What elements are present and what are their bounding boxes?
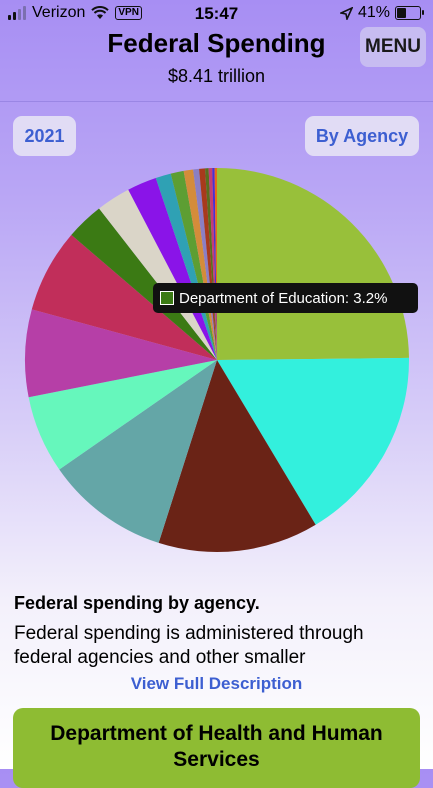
agency-card[interactable]: Department of Health and Human Services xyxy=(13,708,420,788)
total-spending: $8.41 trillion xyxy=(167,66,266,86)
agency-card-title: Department of Health and Human Services xyxy=(50,722,383,771)
tooltip-swatch xyxy=(160,291,174,305)
view-full-description-link[interactable]: View Full Description xyxy=(130,674,303,693)
location-icon xyxy=(339,6,353,20)
pie-slice-2[interactable] xyxy=(217,357,409,525)
clock: 15:47 xyxy=(194,4,239,23)
status-bar: Verizon VPN 15:47 41% xyxy=(0,0,433,26)
pie-slice-4[interactable] xyxy=(59,360,217,543)
pie-slice-10[interactable] xyxy=(128,178,217,360)
pie-slice-6[interactable] xyxy=(24,309,218,398)
year-selector-button[interactable]: 2021 xyxy=(13,116,76,156)
menu-button[interactable]: MENU xyxy=(360,27,426,67)
pie-slice-7[interactable] xyxy=(31,234,218,360)
vpn-badge: VPN xyxy=(115,6,142,20)
description-text: Federal spending is administered through… xyxy=(14,623,364,668)
page-title: Federal Spending xyxy=(107,28,326,58)
status-right: 41% xyxy=(339,4,424,22)
pie-slice-11[interactable] xyxy=(155,173,217,360)
pie-slice-3[interactable] xyxy=(158,360,316,552)
carrier-group: Verizon VPN xyxy=(8,4,142,22)
tooltip-label: Department of Education: 3.2% xyxy=(179,289,388,307)
header-divider xyxy=(0,101,433,102)
pie-slice-1[interactable] xyxy=(217,168,409,360)
pie-slice-9[interactable] xyxy=(99,189,217,360)
battery-percent: 41% xyxy=(357,4,390,21)
pie-slice-5[interactable] xyxy=(28,360,218,470)
chart-tooltip: Department of Education: 3.2% xyxy=(153,283,418,313)
battery-icon xyxy=(395,6,424,20)
pie-slice-8[interactable] xyxy=(71,208,217,360)
wifi-icon xyxy=(91,6,110,19)
spending-pie-chart[interactable] xyxy=(0,160,433,560)
carrier-name: Verizon xyxy=(32,4,86,21)
view-by-agency-button[interactable]: By Agency xyxy=(305,116,419,156)
description-heading: Federal spending by agency. xyxy=(14,593,260,613)
signal-icon xyxy=(8,6,26,20)
